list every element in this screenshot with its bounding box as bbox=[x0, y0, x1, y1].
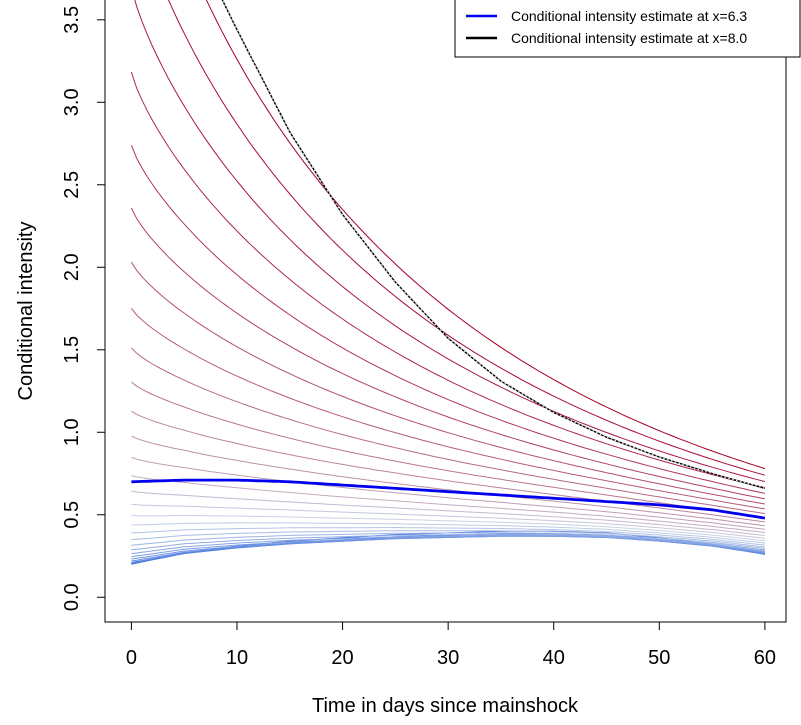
background-curve bbox=[131, 381, 765, 519]
plot-frame bbox=[104, 0, 787, 623]
background-curve bbox=[167, 0, 766, 476]
background-curve bbox=[131, 347, 765, 514]
background-curve-family bbox=[130, 0, 766, 565]
background-curve bbox=[131, 530, 765, 548]
background-curve bbox=[205, 0, 766, 470]
x-tick-label: 20 bbox=[331, 647, 353, 669]
background-curve bbox=[131, 435, 765, 527]
y-tick-label: 0.5 bbox=[61, 501, 83, 529]
y-tick-label: 3.0 bbox=[61, 88, 83, 116]
x-tick-label: 50 bbox=[648, 647, 670, 669]
background-curve bbox=[131, 475, 765, 533]
x-tick-label: 60 bbox=[754, 647, 776, 669]
background-curve bbox=[131, 535, 765, 558]
x-tick-label: 10 bbox=[226, 647, 248, 669]
x-axis-label: Time in days since mainshock bbox=[312, 695, 579, 717]
background-curve bbox=[131, 503, 765, 539]
series-line-x8-0 bbox=[221, 0, 766, 490]
legend-label-x6-3: Conditional intensity estimate at x=6.3 bbox=[511, 8, 747, 24]
background-curve bbox=[131, 532, 765, 549]
background-curve bbox=[130, 207, 765, 500]
background-curve bbox=[131, 456, 765, 530]
background-curve bbox=[131, 410, 765, 523]
x-axis: 0 10 20 30 40 50 60 bbox=[126, 622, 776, 669]
background-curve bbox=[131, 533, 765, 551]
background-curve bbox=[131, 522, 765, 544]
y-tick-label: 1.5 bbox=[61, 336, 83, 364]
legend-box bbox=[454, 0, 801, 58]
y-axis-label: Conditional intensity bbox=[15, 222, 37, 401]
y-tick-label: 0.0 bbox=[61, 583, 83, 611]
y-tick-label: 2.0 bbox=[61, 253, 83, 281]
legend: Conditional intensity estimate at x=6.3 … bbox=[454, 0, 801, 58]
legend-label-x8-0: Conditional intensity estimate at x=8.0 bbox=[511, 30, 747, 46]
background-curve bbox=[130, 145, 766, 494]
background-curve bbox=[130, 261, 765, 505]
y-tick-label: 2.5 bbox=[61, 171, 83, 199]
y-tick-label: 1.0 bbox=[61, 418, 83, 446]
series-line-x6-3 bbox=[131, 478, 766, 520]
background-curve bbox=[131, 526, 765, 546]
background-curve bbox=[131, 307, 765, 510]
background-curve bbox=[130, 71, 766, 489]
x-tick-label: 40 bbox=[543, 647, 565, 669]
background-curve bbox=[131, 514, 765, 542]
background-curve bbox=[131, 534, 765, 555]
y-axis: 0.0 0.5 1.0 1.5 2.0 2.5 3.0 3.5 bbox=[61, 6, 105, 611]
series-line-x8-0-dots bbox=[221, 0, 766, 489]
x-tick-label: 30 bbox=[437, 647, 459, 669]
highlighted-series bbox=[131, 0, 766, 520]
background-curve bbox=[131, 490, 765, 536]
y-tick-label: 3.5 bbox=[61, 6, 83, 34]
background-curve bbox=[134, 0, 766, 483]
x-tick-label: 0 bbox=[126, 647, 137, 669]
